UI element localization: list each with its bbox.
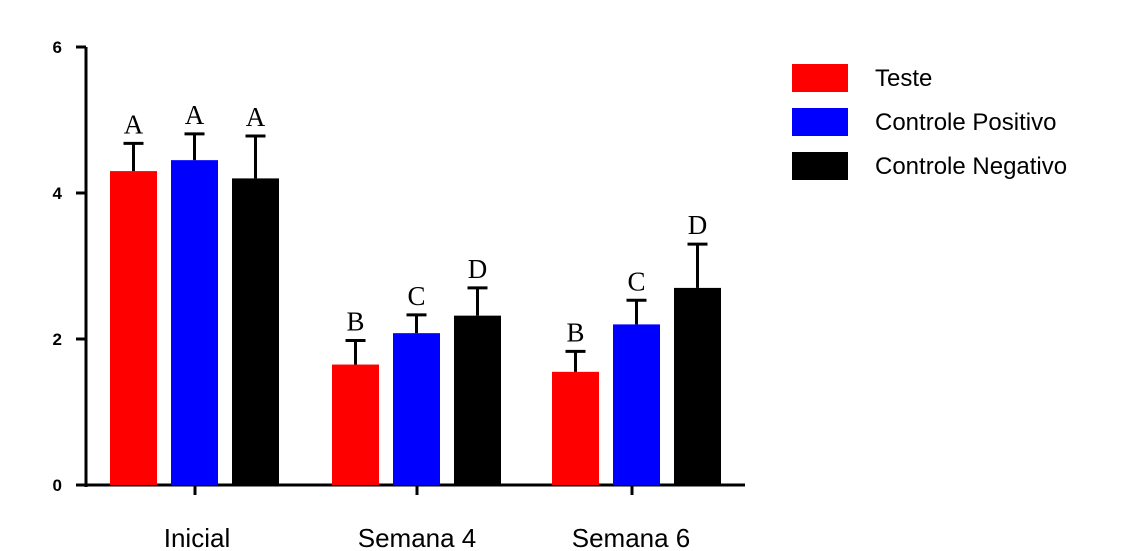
y-tick-label: 0 <box>53 476 62 495</box>
significance-letter: B <box>566 317 584 347</box>
bar <box>454 315 501 485</box>
y-tick-label: 4 <box>53 184 63 203</box>
legend-swatch <box>792 64 848 92</box>
x-category-label: Semana 4 <box>358 523 477 551</box>
y-tick-label: 6 <box>53 38 62 57</box>
legend-label: Controle Negativo <box>875 153 1067 180</box>
bar <box>613 324 660 485</box>
x-category-label: Semana 6 <box>572 523 691 551</box>
significance-letter: C <box>407 281 425 311</box>
chart-category-labels: Inicial Semana 4 Semana 6 <box>164 523 691 551</box>
chart-error-bars <box>123 132 708 372</box>
significance-letter: D <box>468 254 488 284</box>
bar <box>393 333 440 485</box>
bar <box>171 160 218 485</box>
significance-letter: D <box>688 210 708 240</box>
legend-label: Controle Positivo <box>875 109 1056 136</box>
chart-legend: Teste Controle Positivo Controle Negativo <box>792 64 1067 180</box>
chart-bars <box>110 160 721 485</box>
bar <box>332 364 379 485</box>
significance-letter: A <box>246 102 266 132</box>
legend-swatch <box>792 108 848 136</box>
legend-swatch <box>792 152 848 180</box>
significance-letter: A <box>124 109 144 139</box>
y-tick-label: 2 <box>53 330 62 349</box>
x-category-label: Inicial <box>164 523 230 551</box>
chart-significance-letters: A B B A C C A D D <box>124 100 708 348</box>
significance-letter: C <box>627 266 645 296</box>
significance-letter: B <box>346 306 364 336</box>
bar <box>110 171 157 485</box>
bar <box>674 287 721 485</box>
significance-letter: A <box>185 100 205 130</box>
bar <box>232 178 279 485</box>
bar <box>552 371 599 485</box>
legend-label: Teste <box>875 65 932 92</box>
